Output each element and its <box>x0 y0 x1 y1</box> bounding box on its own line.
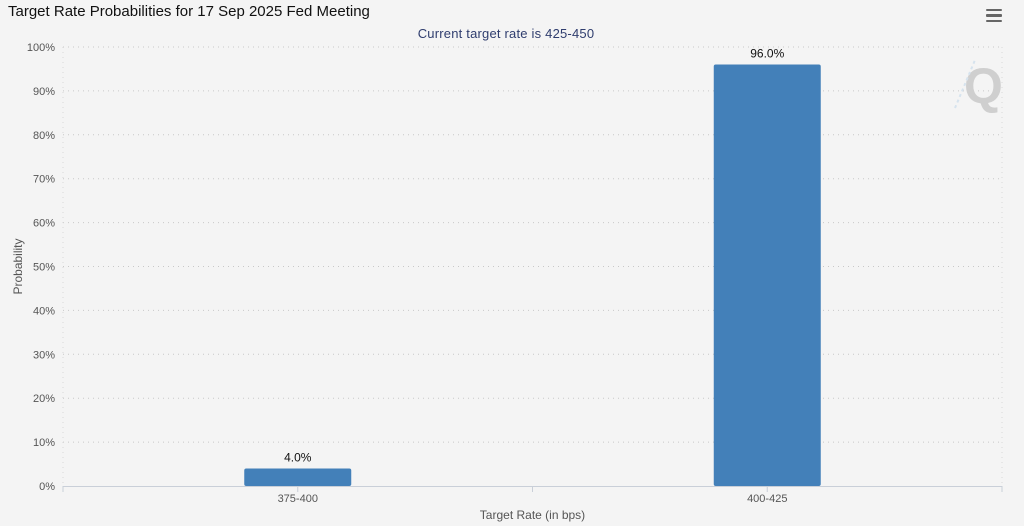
y-tick-label: 100% <box>27 42 55 54</box>
x-axis-title: Target Rate (in bps) <box>480 508 585 522</box>
y-axis-title: Probability <box>11 238 25 294</box>
svg-text:Q: Q <box>964 58 1003 114</box>
chart-subtitle: Current target rate is 425-450 <box>417 26 595 41</box>
y-tick-label: 70% <box>33 174 55 186</box>
x-axis-ticks: 375-400 400-425 <box>62 486 1003 505</box>
y-tick-label: 40% <box>33 305 55 317</box>
hamburger-menu-icon[interactable] <box>986 9 1002 23</box>
x-tick-label: 400-425 <box>747 493 787 505</box>
y-tick-label: 80% <box>33 130 55 142</box>
bar-data-label: 4.0% <box>284 450 312 464</box>
bar-375-400[interactable] <box>244 468 352 486</box>
bar-400-425[interactable] <box>713 64 821 486</box>
x-tick-label: 375-400 <box>278 493 318 505</box>
y-tick-label: 60% <box>33 218 55 230</box>
y-tick-label: 90% <box>33 86 55 98</box>
bar-data-label: 96.0% <box>750 47 784 61</box>
y-axis-ticks: 0% 10% 20% 30% 40% 50% 60% 70% 80% 90% 100% <box>27 42 55 493</box>
bars: 4.0% 96.0% <box>244 47 821 486</box>
grid-lines <box>62 46 1003 486</box>
y-tick-label: 30% <box>33 349 55 361</box>
y-tick-label: 10% <box>33 437 55 449</box>
chart-title: Target Rate Probabilities for 17 Sep 202… <box>8 3 370 20</box>
y-tick-label: 20% <box>33 393 55 405</box>
y-tick-label: 50% <box>33 262 55 274</box>
y-tick-label: 0% <box>39 481 55 493</box>
q-logo-watermark: Q <box>954 58 1003 114</box>
